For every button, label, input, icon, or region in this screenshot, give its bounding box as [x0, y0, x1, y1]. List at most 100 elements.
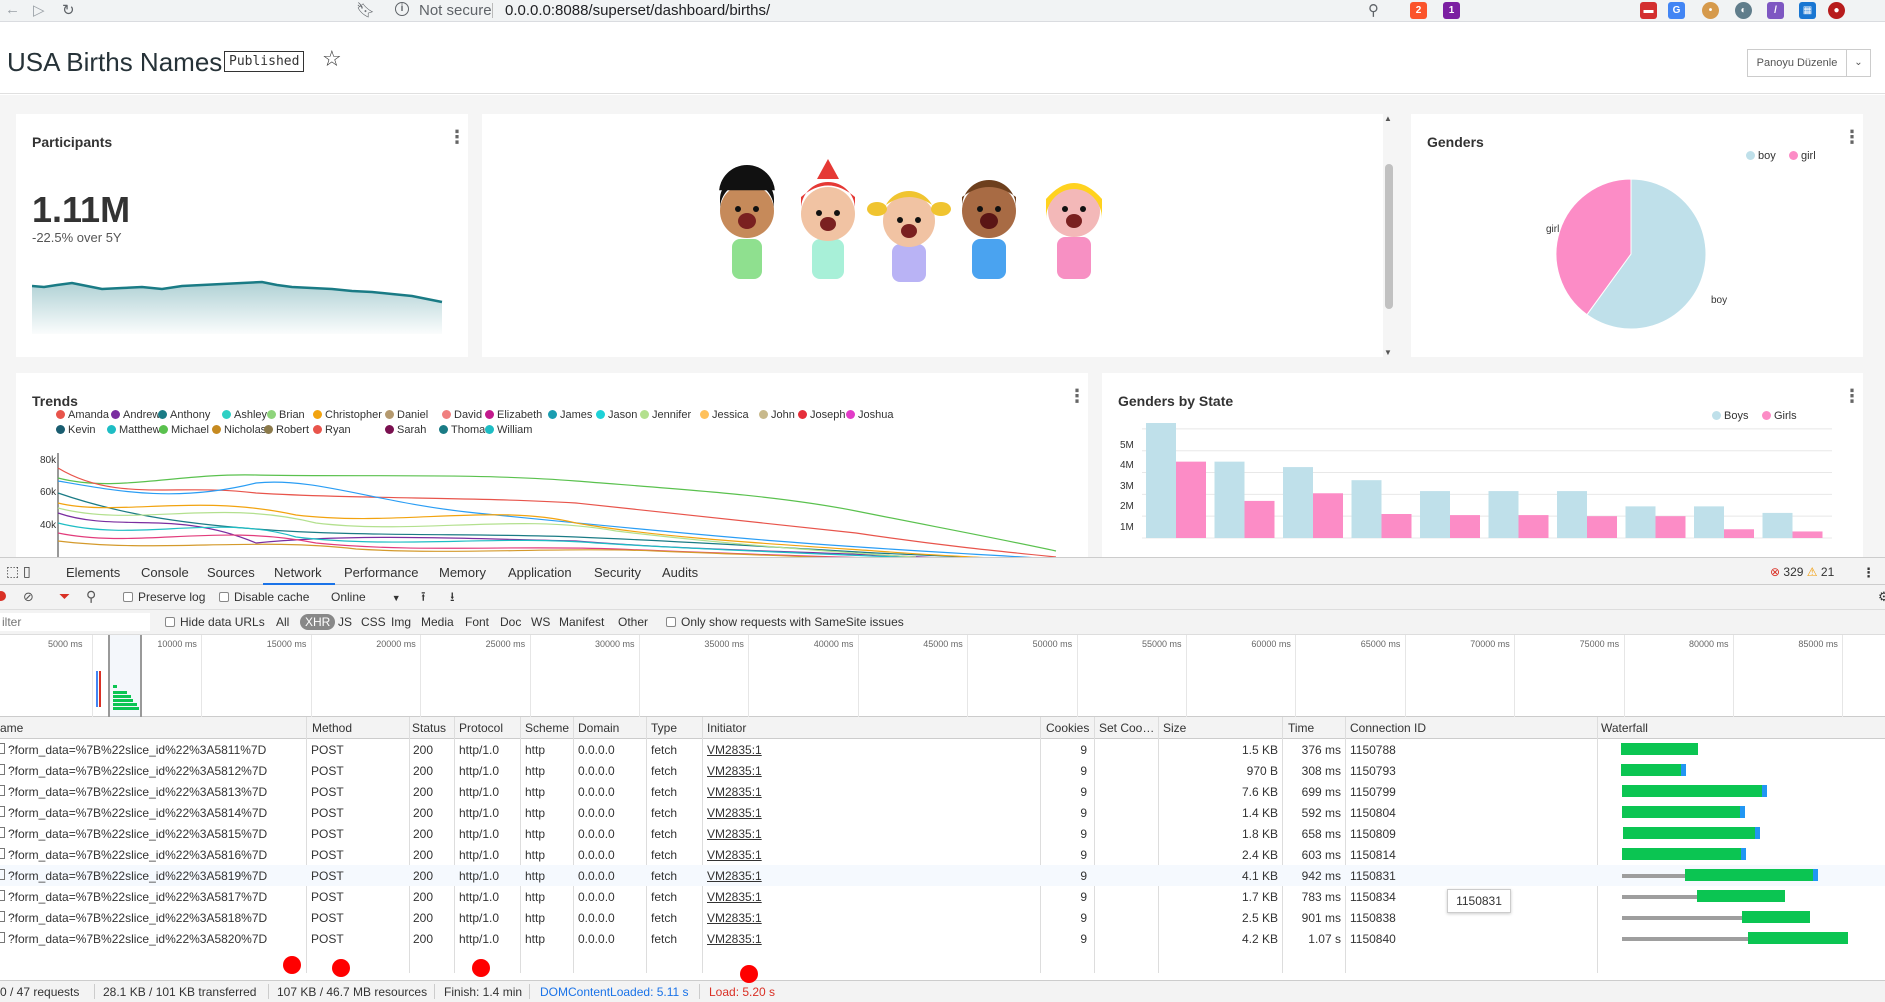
filter-type-img[interactable]: Img	[391, 615, 412, 629]
legend-item[interactable]: Boys	[1712, 410, 1748, 422]
legend-item[interactable]: James	[548, 409, 592, 421]
cell-name[interactable]: ?form_data=%7B%22slice_id%22%3A5816%7D	[8, 848, 268, 862]
legend-item[interactable]: John	[759, 409, 795, 421]
network-overview[interactable]: 5000 ms 10000 ms 15000 ms 20000 ms 25000 ms 3…	[0, 635, 1885, 717]
legend-item[interactable]: Ryan	[313, 424, 351, 436]
col-time[interactable]: Time	[1288, 721, 1315, 735]
filter-type-manifest[interactable]: Manifest	[559, 615, 605, 629]
tab-audits[interactable]: Audits	[662, 565, 699, 580]
more-vert-icon[interactable]: ⋮	[1068, 386, 1086, 406]
col-type[interactable]: Type	[651, 721, 678, 735]
export-icon[interactable]: ⭳	[450, 589, 455, 604]
cell-name[interactable]: ?form_data=%7B%22slice_id%22%3A5820%7D	[8, 932, 268, 946]
legend-item[interactable]: Joseph	[798, 409, 845, 421]
bar-girls[interactable]	[1792, 531, 1823, 538]
table-row[interactable]: ?form_data=%7B%22slice_id%22%3A5816%7D PO…	[0, 844, 1885, 865]
bar-boys[interactable]	[1762, 512, 1793, 538]
tab-console[interactable]: Console	[141, 565, 189, 580]
col-domain[interactable]: Domain	[578, 721, 620, 735]
cell-name[interactable]: ?form_data=%7B%22slice_id%22%3A5819%7D	[8, 869, 268, 883]
legend-item[interactable]: Nicholas	[212, 424, 266, 436]
error-count[interactable]: ⊗ 329 ⚠ 21	[1770, 565, 1834, 579]
cell-name[interactable]: ?form_data=%7B%22slice_id%22%3A5817%7D	[8, 890, 268, 904]
col-size[interactable]: Size	[1163, 721, 1187, 735]
col-set-cookies[interactable]: Set Coo…	[1099, 721, 1155, 735]
col-status[interactable]: Status	[412, 721, 447, 735]
filter-type-other[interactable]: Other	[618, 615, 649, 629]
filter-type-font[interactable]: Font	[465, 615, 490, 629]
legend-item[interactable]: William	[485, 424, 532, 436]
legend-item[interactable]: girl	[1789, 150, 1816, 162]
table-row[interactable]: ?form_data=%7B%22slice_id%22%3A5814%7D PO…	[0, 802, 1885, 823]
waterfall-download[interactable]	[1621, 743, 1698, 755]
table-row[interactable]: ?form_data=%7B%22slice_id%22%3A5820%7D PO…	[0, 928, 1885, 949]
cell-name[interactable]: ?form_data=%7B%22slice_id%22%3A5814%7D	[8, 806, 268, 820]
filter-input[interactable]	[0, 613, 150, 631]
translate-icon[interactable]: G	[1668, 2, 1685, 19]
col-initiator[interactable]: Initiator	[707, 721, 747, 735]
address-bar[interactable]: i Not secure 0.0.0.0:8088/superset/dashb…	[385, 0, 1393, 21]
waterfall-download[interactable]	[1622, 848, 1744, 860]
filter-type-doc[interactable]: Doc	[500, 615, 522, 629]
pie-slice-boy[interactable]	[1586, 178, 1707, 330]
waterfall-download[interactable]	[1622, 806, 1743, 818]
checkbox[interactable]	[165, 617, 175, 627]
legend-item[interactable]: Joshua	[846, 409, 893, 421]
tab-memory[interactable]: Memory	[439, 565, 486, 580]
extension-icon[interactable]: ◐	[1735, 2, 1752, 19]
column-divider[interactable]	[1597, 717, 1598, 973]
tab-elements[interactable]: Elements	[66, 565, 121, 580]
table-row[interactable]: ?form_data=%7B%22slice_id%22%3A5813%7D PO…	[0, 781, 1885, 802]
cell-initiator[interactable]: VM2835:1	[707, 890, 762, 904]
cell-initiator[interactable]: VM2835:1	[707, 764, 762, 778]
column-divider[interactable]	[1282, 717, 1283, 973]
cell-initiator[interactable]: VM2835:1	[707, 785, 762, 799]
legend-item[interactable]: Jessica	[700, 409, 749, 421]
pie-slice-girl[interactable]	[1555, 178, 1632, 316]
legend-item[interactable]: Michael	[159, 424, 209, 436]
column-divider[interactable]	[1345, 717, 1346, 973]
waterfall-download[interactable]	[1621, 764, 1684, 776]
record-icon[interactable]	[0, 591, 6, 601]
waterfall-download[interactable]	[1748, 932, 1848, 944]
bar-girls[interactable]	[1655, 516, 1686, 538]
col-protocol[interactable]: Protocol	[459, 721, 504, 735]
edit-dashboard-button[interactable]: Panoyu Düzenle	[1747, 49, 1847, 77]
column-divider[interactable]	[646, 717, 647, 973]
legend-item[interactable]: Christopher	[313, 409, 382, 421]
clear-icon[interactable]: ⊘	[23, 589, 34, 604]
legend-item[interactable]: Amanda	[56, 409, 109, 421]
cell-name[interactable]: ?form_data=%7B%22slice_id%22%3A5812%7D	[8, 764, 268, 778]
disable-cache-checkbox[interactable]: Disable cache	[219, 590, 309, 604]
cell-name[interactable]: ?form_data=%7B%22slice_id%22%3A5813%7D	[8, 785, 268, 799]
legend-item[interactable]: Daniel	[385, 409, 428, 421]
brave-rewards-icon[interactable]: 1	[1443, 2, 1460, 19]
cell-initiator[interactable]: VM2835:1	[707, 869, 762, 883]
col-name[interactable]: ame	[0, 721, 24, 735]
bar-boys[interactable]	[1557, 491, 1587, 538]
checkbox[interactable]	[219, 592, 229, 602]
brave-shield-icon[interactable]: 2	[1410, 2, 1427, 19]
cookie-icon[interactable]: •	[1702, 2, 1719, 19]
cell-name[interactable]: ?form_data=%7B%22slice_id%22%3A5818%7D	[8, 911, 268, 925]
legend-item[interactable]: Andrew	[111, 409, 160, 421]
device-toolbar-icon[interactable]: ▯	[23, 563, 31, 579]
samesite-checkbox[interactable]: Only show requests with SameSite issues	[666, 615, 904, 629]
legend-item[interactable]: Thomas	[439, 424, 491, 436]
waterfall-download[interactable]	[1697, 890, 1785, 902]
more-vert-icon[interactable]: ⋮	[448, 127, 466, 147]
filter-type-js[interactable]: JS	[338, 615, 353, 629]
waterfall-download[interactable]	[1622, 785, 1765, 797]
settings-icon[interactable]: ⚙	[1878, 589, 1885, 604]
more-vert-icon[interactable]: ⋮	[1862, 565, 1875, 580]
table-row[interactable]: ?form_data=%7B%22slice_id%22%3A5811%7D PO…	[0, 739, 1885, 760]
inspect-icon[interactable]: ⬚	[6, 563, 20, 579]
table-row[interactable]: ?form_data=%7B%22slice_id%22%3A5812%7D PO…	[0, 760, 1885, 781]
scroll-down-icon[interactable]: ▼	[1384, 348, 1392, 357]
waterfall-download[interactable]	[1742, 911, 1810, 923]
col-scheme[interactable]: Scheme	[525, 721, 570, 735]
bar-girls[interactable]	[1450, 515, 1480, 538]
column-divider[interactable]	[1158, 717, 1159, 973]
cell-initiator[interactable]: VM2835:1	[707, 911, 762, 925]
bar-girls[interactable]	[1587, 516, 1617, 538]
